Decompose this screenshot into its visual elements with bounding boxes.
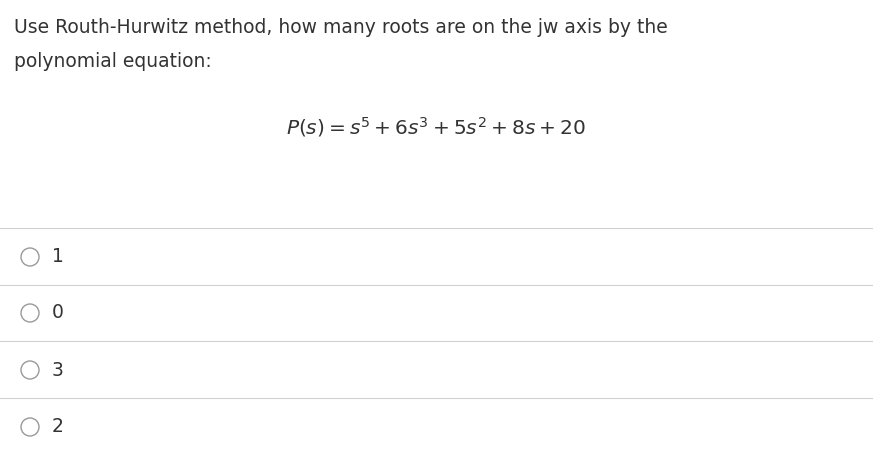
Text: Use Routh-Hurwitz method, how many roots are on the jw axis by the: Use Routh-Hurwitz method, how many roots…: [14, 18, 668, 37]
Text: 0: 0: [52, 304, 64, 322]
Text: $P(s) = s^5 + 6s^3 + 5s^2 + 8s + 20$: $P(s) = s^5 + 6s^3 + 5s^2 + 8s + 20$: [286, 115, 586, 139]
Text: 1: 1: [52, 247, 64, 266]
Text: 3: 3: [52, 360, 64, 380]
Text: polynomial equation:: polynomial equation:: [14, 52, 212, 71]
Text: 2: 2: [52, 418, 64, 436]
